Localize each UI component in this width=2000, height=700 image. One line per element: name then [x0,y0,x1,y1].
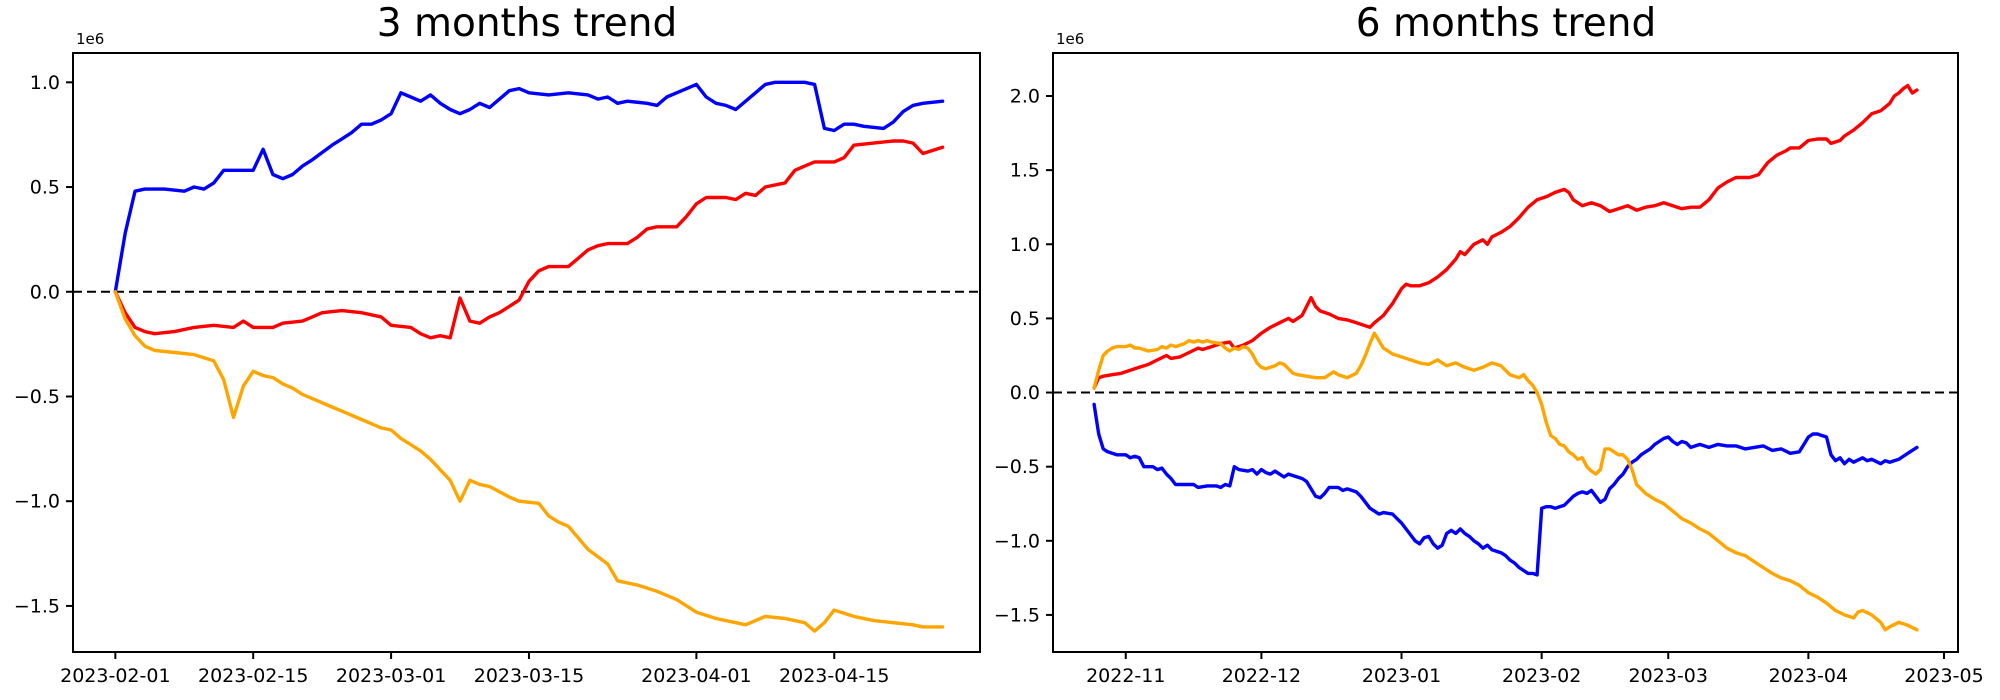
x-tick-label: 2023-04 [1769,665,1848,687]
x-tick-label: 2023-03 [1629,665,1708,687]
y-axis-offset-label-right: 1e6 [1056,30,1085,48]
x-tick-label: 2023-02 [1502,665,1581,687]
x-tick-label: 2023-01 [1362,665,1441,687]
series-line-blue [1092,402,1919,577]
y-tick-label: −1.5 [994,604,1040,626]
chart-title-6-months: 6 months trend [1355,1,1657,46]
y-tick-label: 0.0 [1010,382,1040,404]
x-tick-label: 2022-11 [1086,665,1165,687]
y-tick-label: 1.0 [30,72,60,94]
series-line-blue [113,80,945,294]
x-tick-label: 2022-12 [1222,665,1301,687]
y-tick-label: −1.0 [994,530,1040,552]
x-tick-label: 2023-05 [1904,665,1983,687]
x-tick-label: 2023-03-15 [474,665,584,687]
series-line-orange [113,290,945,633]
x-tick-label: 2023-03-01 [336,665,446,687]
y-tick-label: 0.5 [1010,308,1040,330]
x-tick-label: 2023-04-01 [641,665,751,687]
y-tick-label: −0.5 [994,456,1040,478]
x-tick-label: 2023-04-15 [779,665,889,687]
y-tick-label: 1.0 [1010,234,1040,256]
series-line-red [113,139,945,340]
x-tick-label: 2023-02-01 [60,665,170,687]
y-tick-label: 1.5 [1010,160,1040,182]
chart-title-3-months: 3 months trend [376,1,678,46]
y-tick-label: −0.5 [14,386,60,408]
y-tick-label: −1.0 [14,491,60,513]
axes-frame [1052,52,1959,653]
y-tick-label: 2.0 [1010,85,1040,107]
y-tick-label: 0.5 [30,177,60,199]
series-line-orange [1092,331,1919,632]
series-line-red [1092,83,1919,390]
y-tick-label: −1.5 [14,595,60,617]
y-tick-label: 0.0 [30,281,60,303]
y-axis-offset-label-left: 1e6 [76,30,105,48]
x-tick-label: 2023-02-15 [198,665,308,687]
axes-frame [72,52,981,653]
